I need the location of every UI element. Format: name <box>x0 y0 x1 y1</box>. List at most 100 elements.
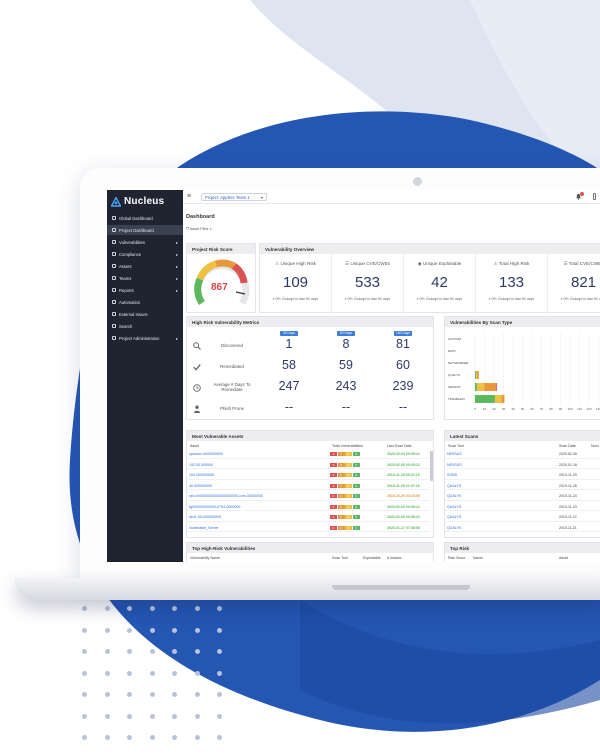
decorative-dot <box>104 692 110 697</box>
scan-tool-link[interactable]: QUALYS <box>447 504 462 509</box>
decorative-dot <box>172 713 177 719</box>
tr-col-asset: Asset <box>559 556 568 560</box>
table-row[interactable]: QUALYS 2019-11-28 <box>445 482 600 490</box>
severity-count: 0 <box>352 494 360 499</box>
scan-tool-link[interactable]: SSMS <box>447 473 458 477</box>
table-row[interactable]: dev1-00-000000000 0 0 0 0 2020-02-05 00:08:21 <box>187 513 429 522</box>
sidebar-item[interactable]: Reports ▸ <box>107 285 183 295</box>
table-row[interactable]: SSMS 2019-11-29 <box>445 471 600 480</box>
decorative-dot <box>172 606 177 611</box>
overview-card[interactable]: ⚠ Total High Risk 133 ▾ 0% Change in last … <box>476 254 548 314</box>
overview-card-value: 42 <box>431 274 448 291</box>
overview-card-change-row: ▾ 0% Change in last 90 days <box>404 297 475 301</box>
laptop-base <box>14 578 600 600</box>
clock-icon <box>193 384 201 392</box>
asset-link[interactable]: Vulnerable_Server <box>189 525 219 530</box>
chevron-right-icon: ▸ <box>175 263 178 269</box>
decorative-dot <box>194 713 200 719</box>
project-select[interactable]: Project: AppSec Team 1 ▾ <box>201 193 267 201</box>
table-row[interactable]: ssh-000000000000000000000-com-00000000 0 0… <box>187 492 429 501</box>
laptop-notch <box>332 585 470 590</box>
user-menu-icon[interactable] <box>593 193 596 200</box>
severity-count: 0 <box>345 473 352 478</box>
sidebar-item[interactable]: Compliance ▸ <box>107 249 183 259</box>
latest-scans-title: Latest Scans <box>445 431 600 441</box>
table-row[interactable]: 192.00.000000 0 5 0 5 2020-02-05 00:09:21 <box>187 461 429 469</box>
last-scan-date: 2020-01-17 07:38:08 <box>387 525 420 530</box>
hamburger-menu-icon[interactable]: ≡ <box>187 193 192 200</box>
scan-date: 2019-11-23 <box>559 504 577 509</box>
sidebar-item[interactable]: External Issues <box>107 309 183 319</box>
chart-x-tick-label: 90 <box>559 407 563 411</box>
chart-category-label: QUALYS <box>448 373 460 377</box>
assets-title: Most Vulnerable Assets <box>187 431 433 441</box>
sidebar-item[interactable]: Search <box>107 321 183 331</box>
metrics-title: High Risk Vulnerability Metrics <box>187 317 433 327</box>
overview-card[interactable]: ☰ Unique CVE/CWEs 533 ▾ 0% Change in last … <box>332 254 404 314</box>
bell-icon[interactable] <box>575 193 582 200</box>
table-row[interactable]: QUALYS 2019-11-23 <box>445 503 600 511</box>
table-row[interactable]: Vulnerable_Server 0 0 0 0 2020-01-17 07:38:08 <box>187 524 429 532</box>
asset-link[interactable]: openscr-0000000000 <box>189 452 223 456</box>
app-logo[interactable]: Nucleus <box>111 196 164 207</box>
assets-scrollbar[interactable] <box>430 451 433 481</box>
nav-item-icon <box>112 276 116 280</box>
asset-link[interactable]: 40.000000000 <box>189 483 212 488</box>
scan-tool-link[interactable]: NESSUS <box>447 462 462 467</box>
scan-tool-link[interactable]: QUALYS <box>447 494 462 498</box>
chart-bar-segment <box>476 383 485 391</box>
table-row[interactable]: NESSUS 2020-02-06 <box>445 450 600 459</box>
sidebar-item[interactable]: Project Dashboard <box>107 225 183 235</box>
asset-link[interactable]: ssh-000000000000000000000-com-00000000 <box>189 494 263 498</box>
asset-filter-label: Asset Filter <box>189 227 209 231</box>
chart-x-tick-label: 20 <box>492 407 496 411</box>
table-row[interactable]: NESSUS 2020-01-16 <box>445 461 600 469</box>
sidebar-item[interactable]: Teams ▸ <box>107 273 183 283</box>
scan-tool-link[interactable]: QUALYS <box>447 515 462 519</box>
asset-link[interactable]: 104.000000000 <box>189 473 214 477</box>
sidebar-item[interactable]: Vulnerabilities ▸ <box>107 237 183 247</box>
asset-filter[interactable]: ⛉ Asset Filter ▾ <box>186 227 212 231</box>
hr-col-instances: # Instanc <box>387 556 402 560</box>
decorative-dot <box>149 606 155 611</box>
decorative-dot <box>217 606 222 611</box>
sidebar-item[interactable]: Project Administration ▸ <box>107 333 183 343</box>
decorative-dot <box>104 606 110 611</box>
table-row[interactable]: fg000000000000-0794-0000000 0 0 0 0 2020-02-0… <box>187 503 429 511</box>
asset-link[interactable]: 192.00.000000 <box>189 462 213 467</box>
metric-value: 59 <box>339 358 353 372</box>
table-row[interactable]: QUALYS 2019-11-21 <box>445 524 600 532</box>
scan-tool-link[interactable]: NESSUS <box>447 452 462 456</box>
scan-date: 2019-11-24 <box>559 494 577 498</box>
table-row[interactable]: openscr-0000000000 0 4 0 5 2020-02-04 00:08:2… <box>187 450 429 459</box>
overview-card[interactable]: ⚠ Unique High Risk 109 ▾ 0% Change in last… <box>260 254 332 314</box>
asset-link[interactable]: dev1-00-000000000 <box>189 515 222 519</box>
table-row[interactable]: 104.000000000 0 5 0 0 2019-11-29 05:07:15 <box>187 471 429 480</box>
table-row[interactable]: 40.000000000 0 3 0 0 2019-11-29 01:07:15 <box>187 482 429 490</box>
search-icon <box>193 342 201 350</box>
tr-col-score: Risk Score <box>448 556 466 560</box>
decorative-dot <box>127 692 132 697</box>
nav-item-icon <box>112 288 116 292</box>
chart-bar-segment <box>475 395 495 403</box>
decorative-dot <box>217 713 222 719</box>
nav-item-icon <box>112 264 116 268</box>
severity-count: 0 <box>330 462 337 467</box>
table-row[interactable]: QUALYS 2019-11-22 <box>445 513 600 522</box>
decorative-dot <box>172 735 177 740</box>
overview-card[interactable]: ☰ Total CVE/CWEs 821 ▾ 0% Change in last 9… <box>548 254 600 314</box>
table-row[interactable]: QUALYS 2019-11-24 <box>445 492 600 501</box>
overview-card-label: Total High Risk <box>498 261 530 266</box>
chart-x-tick-label: 110 <box>577 407 582 411</box>
sidebar-item[interactable]: Automation <box>107 297 183 307</box>
asset-link[interactable]: fg000000000000-0794-0000000 <box>189 504 241 509</box>
overview-card[interactable]: ◉ Unique Exploitable 42 ▾ 0% Change in las… <box>404 254 476 314</box>
sidebar-item[interactable]: Assets ▸ <box>107 261 183 271</box>
overview-card-change: 0% Change in last 90 days <box>563 297 600 301</box>
chart-bar-segment <box>475 383 477 391</box>
sidebar-item[interactable]: Global Dashboard <box>107 213 183 223</box>
scan-tool-link[interactable]: QUALYS <box>447 525 462 530</box>
chart-category-label: CUSTOM <box>448 337 461 341</box>
scan-tool-link[interactable]: QUALYS <box>447 483 462 488</box>
